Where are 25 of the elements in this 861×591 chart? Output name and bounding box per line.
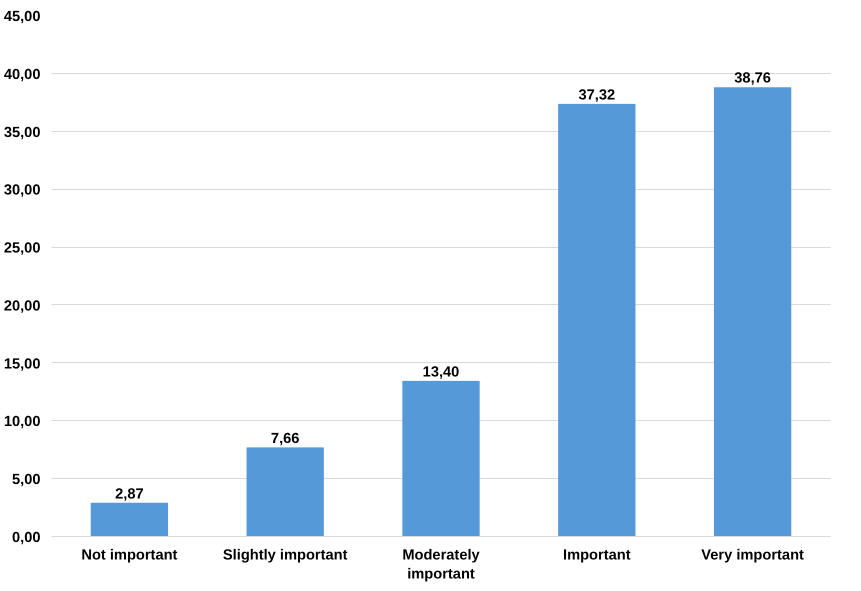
y-tick-label: 25,00 <box>4 240 41 257</box>
bar <box>402 380 480 536</box>
x-tick-label: Moderately important <box>402 548 481 583</box>
data-label: 7,66 <box>270 430 300 447</box>
data-label: 2,87 <box>115 486 144 502</box>
y-tick-label: 10,00 <box>4 414 41 430</box>
y-tick-label: 30,00 <box>4 182 41 199</box>
y-tick-label: 45,00 <box>4 9 41 25</box>
x-tick-label: Not important <box>81 548 178 564</box>
y-tick-label: 20,00 <box>4 298 41 314</box>
x-tick-label: Very important <box>701 548 804 564</box>
data-label: 37,32 <box>578 87 616 104</box>
y-tick-label: 15,00 <box>4 356 41 372</box>
y-tick-label: 35,00 <box>4 124 41 141</box>
bar <box>90 502 168 536</box>
y-tick-label: 5,00 <box>12 472 41 488</box>
bar <box>558 104 636 536</box>
bar <box>246 447 324 536</box>
y-tick-label: 0,00 <box>12 530 41 546</box>
y-tick-label: 40,00 <box>4 66 41 83</box>
x-tick-label: Important <box>563 548 631 564</box>
x-tick-label: Slightly important <box>222 548 348 564</box>
bar <box>714 87 792 536</box>
data-label: 38,76 <box>734 70 771 87</box>
data-label: 13,40 <box>422 364 460 380</box>
